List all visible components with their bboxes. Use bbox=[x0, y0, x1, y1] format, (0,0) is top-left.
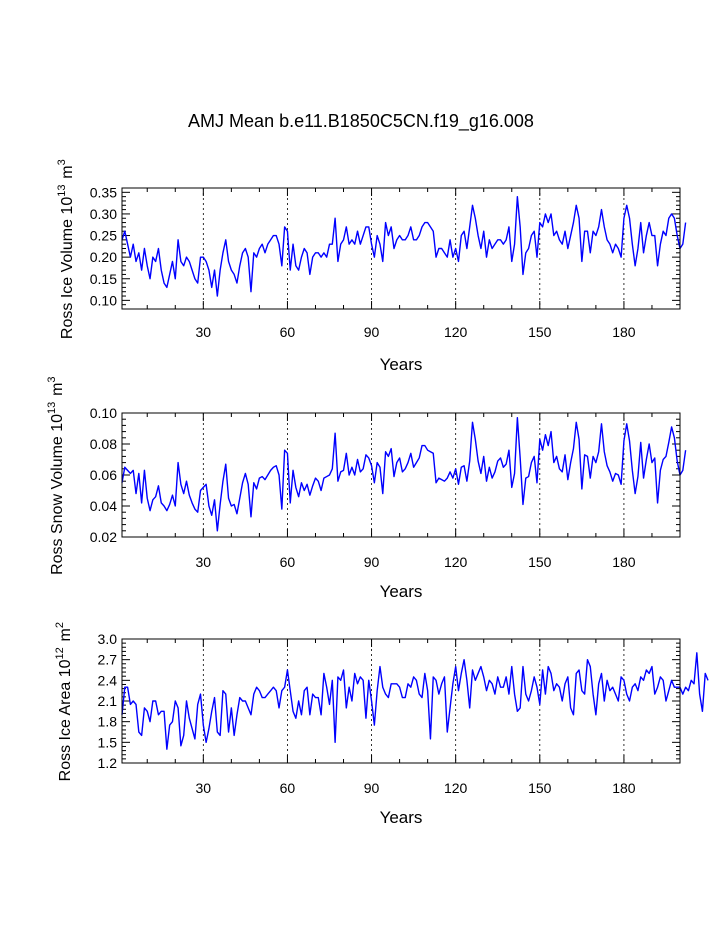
y-tick-label: 1.5 bbox=[98, 734, 118, 750]
y-tick-label: 0.10 bbox=[90, 292, 117, 308]
x-tick-label: 60 bbox=[280, 324, 296, 340]
y-axis-label: Ross Snow Volume 1013 m3 bbox=[46, 375, 66, 575]
x-tick-label: 150 bbox=[528, 324, 552, 340]
x-tick-label: 120 bbox=[444, 324, 468, 340]
panel-3: 30 60 90 120 150 180 1.2 1.5 1.8 2.1 2.4 2.7 3.0 Year… bbox=[54, 621, 709, 827]
x-tick-label: 60 bbox=[280, 780, 296, 796]
x-tick-label: 120 bbox=[444, 780, 468, 796]
x-axis-label: Years bbox=[380, 808, 423, 827]
y-axis-label-superscript: 3 bbox=[46, 376, 58, 382]
y-tick-label: 0.08 bbox=[90, 436, 117, 452]
y-tick-label: 1.2 bbox=[98, 755, 118, 771]
y-axis-label-part: Ross Snow Volume 10 bbox=[49, 414, 66, 575]
y-tick-label: 1.8 bbox=[98, 714, 118, 730]
y-axis-label-part: m bbox=[59, 165, 76, 183]
y-axis-label-superscript: 12 bbox=[54, 647, 66, 659]
y-axis-label-superscript: 3 bbox=[56, 159, 68, 165]
plot-frame bbox=[121, 412, 681, 538]
y-tick-label: 0.25 bbox=[90, 228, 117, 244]
x-tick-label: 180 bbox=[612, 780, 636, 796]
plot-frame bbox=[121, 187, 681, 310]
x-tick-label: 180 bbox=[612, 554, 636, 570]
plot-frame bbox=[121, 638, 681, 764]
y-tick-label: 0.35 bbox=[90, 184, 117, 200]
x-tick-label: 60 bbox=[280, 554, 296, 570]
y-tick-label: 2.1 bbox=[98, 693, 118, 709]
y-axis-label-part: m bbox=[49, 383, 66, 401]
x-tick-label: 30 bbox=[196, 780, 212, 796]
y-tick-label: 0.04 bbox=[90, 498, 117, 514]
x-tick-label: 120 bbox=[444, 554, 468, 570]
y-tick-label: 2.4 bbox=[98, 672, 118, 688]
y-axis-label-part: Ross Ice Volume 10 bbox=[59, 197, 76, 339]
x-tick-label: 90 bbox=[364, 324, 380, 340]
series-line-ross-ice-area bbox=[121, 652, 709, 750]
series-line-ross-ice-volume bbox=[121, 195, 687, 297]
y-tick-label: 0.20 bbox=[90, 249, 117, 265]
x-axis-label: Years bbox=[380, 355, 423, 374]
y-tick-label: 2.7 bbox=[98, 652, 118, 668]
y-tick-label: 3.0 bbox=[98, 631, 118, 647]
x-tick-label: 30 bbox=[196, 554, 212, 570]
y-axis-label-superscript: 13 bbox=[46, 402, 58, 414]
panel-2: 30 60 90 120 150 180 0.02 0.04 0.06 0.08 0.10 Years… bbox=[46, 375, 687, 601]
y-tick-label: 0.02 bbox=[90, 529, 117, 545]
x-tick-label: 30 bbox=[196, 324, 212, 340]
y-tick-label: 0.15 bbox=[90, 271, 117, 287]
panel-1: 30 60 90 120 150 180 0.10 0.15 0.20 0.25 0.30 0.35 Y… bbox=[56, 158, 687, 374]
baseline-reset bbox=[57, 621, 74, 622]
y-axis-label: Ross Ice Area 1012 m2 bbox=[54, 621, 74, 782]
y-axis-label-superscript: 13 bbox=[56, 185, 68, 197]
x-tick-label: 150 bbox=[528, 780, 552, 796]
x-tick-label: 90 bbox=[364, 554, 380, 570]
panels: 30 60 90 120 150 180 0.10 0.15 0.20 0.25 0.30 0.35 Y… bbox=[46, 158, 709, 827]
y-tick-label: 0.30 bbox=[90, 206, 117, 222]
y-axis-label-part: Ross Ice Area 10 bbox=[57, 659, 74, 781]
y-axis-label: Ross Ice Volume 1013 m3 bbox=[56, 158, 76, 339]
chart-title: AMJ Mean b.e11.B1850C5CN.f19_g16.008 bbox=[188, 111, 534, 132]
y-axis-label-part: m bbox=[57, 628, 74, 646]
y-tick-label: 0.06 bbox=[90, 467, 117, 483]
x-tick-label: 150 bbox=[528, 554, 552, 570]
x-axis-label: Years bbox=[380, 582, 423, 601]
x-tick-label: 180 bbox=[612, 324, 636, 340]
series-line-ross-snow-volume bbox=[121, 416, 687, 532]
y-tick-label: 0.10 bbox=[90, 405, 117, 421]
baseline-reset bbox=[59, 158, 76, 159]
y-axis-label-superscript: 2 bbox=[54, 622, 66, 628]
x-tick-label: 90 bbox=[364, 780, 380, 796]
baseline-reset bbox=[49, 375, 66, 376]
